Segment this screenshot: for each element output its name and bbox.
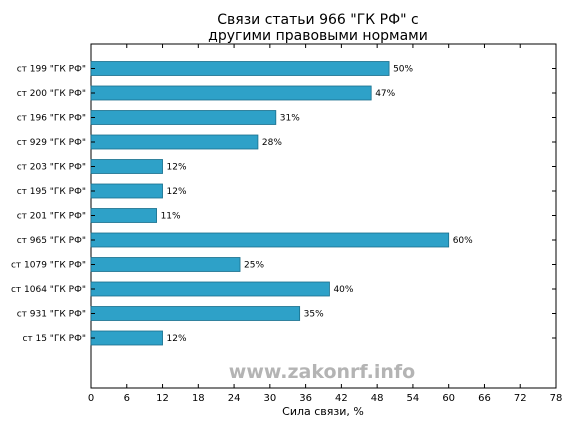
category-label-8: ст 965 "ГК РФ" xyxy=(17,236,86,246)
category-label-6: ст 195 "ГК РФ" xyxy=(17,187,86,197)
bar-9 xyxy=(90,257,241,272)
value-label-11: 35% xyxy=(304,310,324,320)
value-label-9: 25% xyxy=(244,261,264,271)
bar-8 xyxy=(90,232,450,248)
category-label-12: ст 15 "ГК РФ" xyxy=(22,334,86,344)
bar-10 xyxy=(90,281,330,297)
x-tick-label-78: 78 xyxy=(550,393,563,404)
value-label-4: 28% xyxy=(262,138,282,148)
value-label-8: 60% xyxy=(453,236,473,246)
x-tick-label-36: 36 xyxy=(299,393,312,404)
category-label-2: ст 200 "ГК РФ" xyxy=(17,89,86,99)
chart-title-line-1: Связи статьи 966 "ГК РФ" с xyxy=(217,12,418,28)
x-axis-ticks: 0 6 12 18 24 30 36 42 48 54 60 66 72 78 xyxy=(88,44,563,404)
category-label-9: ст 1079 "ГК РФ" xyxy=(11,261,86,271)
x-axis-label: Сила связи, % xyxy=(282,405,364,418)
x-tick-label-48: 48 xyxy=(371,393,384,404)
value-label-2: 47% xyxy=(375,89,395,99)
x-tick-label-0: 0 xyxy=(88,393,94,404)
x-tick-label-6: 6 xyxy=(124,393,130,404)
x-tick-label-60: 60 xyxy=(442,393,455,404)
value-label-12: 12% xyxy=(167,334,187,344)
x-tick-label-72: 72 xyxy=(514,393,527,404)
value-label-10: 40% xyxy=(333,285,353,295)
chart-title-line-2: другими правовыми нормами xyxy=(208,28,428,44)
x-tick-label-12: 12 xyxy=(156,393,169,404)
category-label-3: ст 196 "ГК РФ" xyxy=(17,114,86,124)
bar-6 xyxy=(90,183,163,199)
bar-4 xyxy=(90,134,259,150)
value-label-7: 11% xyxy=(161,212,181,222)
x-tick-label-24: 24 xyxy=(228,393,241,404)
category-label-1: ст 199 "ГК РФ" xyxy=(17,65,86,75)
bar-2 xyxy=(90,85,372,101)
bar-7 xyxy=(90,208,157,223)
category-label-4: ст 929 "ГК РФ" xyxy=(17,138,86,148)
bar-3 xyxy=(90,110,277,125)
x-tick-label-18: 18 xyxy=(192,393,205,404)
value-label-6: 12% xyxy=(167,187,187,197)
category-label-11: ст 931 "ГК РФ" xyxy=(17,310,86,320)
x-tick-label-54: 54 xyxy=(407,393,420,404)
x-tick-label-42: 42 xyxy=(335,393,348,404)
value-label-3: 31% xyxy=(280,114,300,124)
bar-5 xyxy=(90,159,163,174)
category-label-5: ст 203 "ГК РФ" xyxy=(17,163,86,173)
category-label-10: ст 1064 "ГК РФ" xyxy=(11,285,86,295)
watermark: www.zakonrf.info xyxy=(229,361,415,383)
bars-group: ст 199 "ГК РФ" 50% ст 200 "ГК РФ" 47% ст 196… xyxy=(11,61,556,346)
value-label-5: 12% xyxy=(167,163,187,173)
x-tick-label-66: 66 xyxy=(478,393,491,404)
value-label-1: 50% xyxy=(393,65,413,75)
plot-area xyxy=(90,43,557,389)
x-tick-label-30: 30 xyxy=(263,393,276,404)
bar-12 xyxy=(90,330,163,346)
category-label-7: ст 201 "ГК РФ" xyxy=(17,212,86,222)
bar-1 xyxy=(90,61,390,76)
bar-11 xyxy=(90,306,301,321)
